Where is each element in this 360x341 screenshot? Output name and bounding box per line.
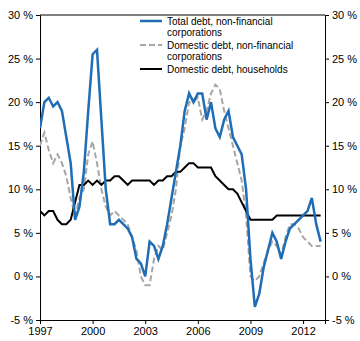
tick: 1997	[28, 320, 52, 337]
tick-mark	[36, 59, 40, 60]
legend-label: Domestic debt, households	[167, 64, 288, 75]
y-axis-right-line	[326, 16, 330, 321]
tick: 25 %	[325, 53, 357, 65]
legend-label: Total debt, non-financialcorporations	[167, 16, 273, 38]
y-axis-left-line	[36, 16, 41, 321]
tick: 10 %	[325, 183, 357, 195]
tick-label: 2012	[291, 325, 315, 337]
tick: 0 %	[14, 270, 40, 282]
tick-mark	[93, 320, 94, 324]
tick: 10 %	[8, 183, 40, 195]
tick: 30 %	[8, 9, 40, 21]
tick: 15 %	[325, 140, 357, 152]
series-line	[40, 50, 321, 307]
tick: 2012	[291, 320, 315, 337]
legend-label: Domestic debt, non-financialcorporations	[167, 40, 293, 62]
tick-label: 0 %	[14, 270, 33, 282]
tick: 2009	[239, 320, 263, 337]
chart: -5 %0 %5 %10 %15 %20 %25 %30 %-5 %0 %5 %…	[0, 0, 360, 341]
tick-label: 20 %	[332, 96, 357, 108]
tick: 0 %	[325, 270, 351, 282]
legend-swatch	[140, 44, 162, 46]
tick-label: 30 %	[8, 9, 33, 21]
tick-label: 20 %	[8, 96, 33, 108]
tick: 2003	[133, 320, 157, 337]
tick-mark	[325, 233, 329, 234]
tick: -5 %	[325, 314, 355, 326]
tick: 5 %	[14, 227, 40, 239]
tick-mark	[325, 189, 329, 190]
tick-mark	[325, 59, 329, 60]
legend-label-line: Domestic debt, non-financial	[167, 40, 293, 51]
tick-label: 0 %	[332, 270, 351, 282]
tick-label: 10 %	[8, 183, 33, 195]
tick: 5 %	[325, 227, 351, 239]
tick-mark	[36, 15, 40, 16]
tick-mark	[303, 320, 304, 324]
legend-label-line: corporations	[167, 51, 222, 62]
tick-mark	[36, 146, 40, 147]
tick-label: 2003	[133, 325, 157, 337]
legend-swatch	[140, 20, 162, 23]
tick-mark	[36, 189, 40, 190]
legend-label-line: Domestic debt, households	[167, 64, 288, 75]
tick-mark	[36, 320, 40, 321]
tick-label: 5 %	[332, 227, 351, 239]
legend: Total debt, non-financialcorporationsDom…	[140, 16, 293, 75]
tick-label: 25 %	[8, 53, 33, 65]
tick-mark	[325, 146, 329, 147]
tick-label: -5 %	[332, 314, 355, 326]
tick-label: 5 %	[14, 227, 33, 239]
tick: 20 %	[8, 96, 40, 108]
tick-mark	[40, 320, 41, 324]
tick-label: 10 %	[332, 183, 357, 195]
tick-label: 25 %	[332, 53, 357, 65]
legend-swatch	[140, 68, 162, 70]
tick-mark	[36, 276, 40, 277]
tick-label: 15 %	[8, 140, 33, 152]
tick-label: 2006	[186, 325, 210, 337]
tick-mark	[198, 320, 199, 324]
tick: 30 %	[325, 9, 357, 21]
tick-label: 15 %	[332, 140, 357, 152]
tick-label: 1997	[28, 325, 52, 337]
tick-mark	[250, 320, 251, 324]
tick-label: 30 %	[332, 9, 357, 21]
y-axis-left: -5 %0 %5 %10 %15 %20 %25 %30 %	[8, 9, 41, 326]
tick-mark	[145, 320, 146, 324]
legend-label-line: Total debt, non-financial	[167, 16, 273, 27]
tick-label: 2000	[81, 325, 105, 337]
tick: 2006	[186, 320, 210, 337]
x-axis: 1997 2000 2003 2006 2009 2012	[28, 320, 325, 337]
tick: 20 %	[325, 96, 357, 108]
tick: 25 %	[8, 53, 40, 65]
legend-label-line: corporations	[167, 27, 222, 38]
y-axis-right: -5 % 0 % 5 % 10 % 15 % 20 % 25 % 30 %	[325, 9, 357, 326]
x-axis-line	[41, 321, 326, 325]
tick: 2000	[81, 320, 105, 337]
tick-mark	[36, 233, 40, 234]
tick-mark	[325, 102, 329, 103]
tick-mark	[325, 15, 329, 16]
lines	[40, 50, 321, 307]
tick-label: 2009	[239, 325, 263, 337]
tick-mark	[325, 276, 329, 277]
tick: 15 %	[8, 140, 40, 152]
tick-mark	[36, 102, 40, 103]
